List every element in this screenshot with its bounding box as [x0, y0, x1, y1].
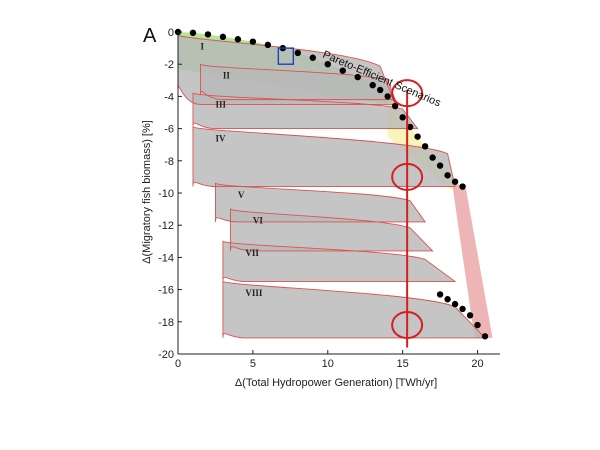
pareto-point-12	[354, 73, 361, 81]
axes: 0 5 10 15 20 0 -2 -4 -6 -8 -10 -12 -14 -16 -18 -20	[158, 27, 500, 370]
pareto-lower-point-3	[459, 305, 466, 313]
outline-region-VI	[229, 208, 434, 252]
y-tick-label--12: -12	[158, 220, 174, 232]
scenario-cloud	[178, 35, 486, 338]
outline-region-VII	[222, 240, 457, 282]
x-tick-label-5: 5	[250, 358, 256, 370]
region-label-VI: VI	[253, 216, 263, 226]
cloud-region-II	[200, 64, 396, 100]
panel-letter: A	[143, 25, 157, 47]
highlight-ellipse-2	[391, 311, 424, 340]
region-label-IV: IV	[215, 133, 226, 143]
pareto-frontier	[174, 28, 489, 340]
x-tick-label-15: 15	[397, 358, 409, 370]
pareto-lower-point-5	[474, 321, 481, 329]
pareto-point-3	[219, 33, 227, 41]
outline-region-I	[177, 34, 396, 105]
region-label-III: III	[215, 100, 226, 110]
pareto-lower-point-1	[444, 296, 451, 303]
pareto-lower-point-4	[466, 312, 474, 319]
pareto-point-17	[399, 114, 406, 121]
y-tick-label--10: -10	[158, 188, 174, 200]
pareto-point-13	[369, 81, 376, 89]
cloud-region-VIII	[222, 281, 486, 338]
highlight-ellipse-0	[391, 79, 424, 108]
y-tick-label--4: -4	[164, 91, 174, 103]
pareto-point-2	[204, 31, 212, 38]
pareto-point-1	[189, 29, 197, 37]
pareto-point-10	[324, 60, 331, 68]
pareto-lower-point-0	[436, 291, 444, 298]
y-tick-label--14: -14	[158, 252, 174, 264]
pareto-point-16	[391, 102, 399, 110]
y-tick-label--8: -8	[164, 156, 174, 168]
pareto-point-5	[249, 38, 257, 45]
region-label-VII: VII	[245, 248, 259, 258]
y-tick-label--2: -2	[164, 59, 174, 71]
x-tick-label-0: 0	[175, 358, 181, 370]
pareto-point-22	[436, 162, 444, 169]
pareto-point-21	[429, 154, 436, 161]
cloud-region-VI	[230, 209, 433, 251]
pareto-point-9	[309, 54, 316, 61]
x-tick-label-20: 20	[471, 358, 483, 370]
y-tick-label--20: -20	[158, 349, 174, 361]
x-tick-label-10: 10	[322, 358, 334, 370]
y-tick-label--16: -16	[158, 285, 174, 297]
pareto-point-18	[406, 123, 414, 131]
cloud-region-III	[192, 93, 418, 129]
highlight-ellipse-1	[391, 162, 424, 191]
region-label-V: V	[238, 190, 245, 200]
pareto-lower-point-2	[451, 300, 459, 308]
pareto-point-8	[294, 49, 302, 57]
pareto-point-23	[444, 172, 451, 179]
outline-region-II	[200, 63, 396, 101]
pareto-point-4	[234, 36, 242, 43]
outline-region-IV	[192, 126, 456, 188]
pareto-lower-point-6	[481, 333, 489, 340]
pareto-point-6	[264, 41, 272, 49]
cloud-region-V	[215, 183, 426, 222]
pareto-point-25	[459, 183, 466, 190]
pareto-point-14	[376, 86, 384, 94]
region-label-VIII: VIII	[245, 288, 263, 298]
y-axis-label: Δ(Migratory fish biomass) [%]	[141, 120, 153, 264]
pink-band	[452, 183, 493, 338]
y-tick-label-0: 0	[168, 27, 174, 39]
blue-selection-box	[277, 47, 295, 65]
outline-region-VIII	[222, 280, 487, 339]
pareto-point-24	[451, 178, 459, 185]
highlight-marks	[277, 47, 424, 348]
cloud-region-IV	[192, 126, 456, 187]
pareto-point-15	[384, 93, 391, 100]
x-axis-label: Δ(Total Hydropower Generation) [TWh/yr]	[235, 377, 437, 389]
pareto-point-20	[421, 143, 429, 150]
y-tick-label--6: -6	[164, 124, 174, 136]
region-outlines	[177, 34, 487, 339]
pareto-point-11	[339, 67, 346, 74]
pareto-point-19	[414, 133, 421, 140]
region-label-I: I	[200, 42, 204, 52]
yellow-band	[387, 96, 463, 190]
outline-region-V	[214, 182, 426, 223]
region-label-II: II	[223, 71, 231, 81]
y-tick-label--18: -18	[158, 317, 174, 329]
